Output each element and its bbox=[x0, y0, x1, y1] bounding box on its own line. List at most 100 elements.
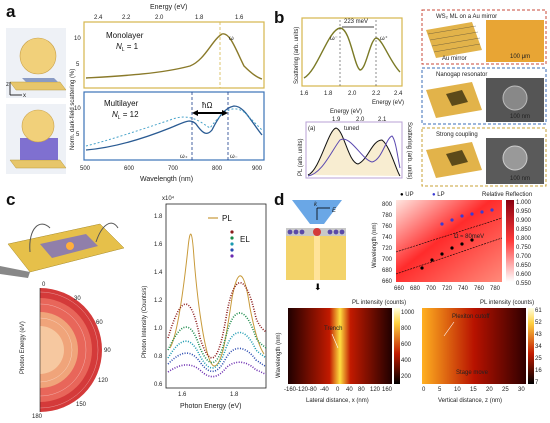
heat2-x-axis: Vertical distance, z (nm) bbox=[438, 398, 502, 404]
monolayer-omega: ω bbox=[229, 36, 234, 42]
inset-top-tick-0: 1.9 bbox=[332, 117, 341, 123]
vertical-pl-heatmap bbox=[422, 308, 526, 384]
legend-up: ● UP bbox=[400, 192, 414, 198]
el-legend-dots bbox=[230, 230, 234, 258]
multilayer-nl: NL = 12 bbox=[112, 110, 139, 121]
d-y-tick-5: 700 bbox=[382, 257, 393, 263]
el-y-tick-0: 1.8 bbox=[154, 214, 163, 220]
inset-top-title: Energy (eV) bbox=[330, 109, 362, 115]
dispersion-y-ticks: 800 780 760 740 720 700 680 660 bbox=[382, 202, 393, 285]
heat2-x-ticks: 0 5 10 15 20 25 30 bbox=[422, 387, 525, 393]
polar-plot: 0 30 60 90 120 150 180 Photon Energy (eV… bbox=[20, 282, 111, 420]
top-tick-1: 2.2 bbox=[122, 15, 131, 21]
img1-micrograph bbox=[486, 20, 544, 62]
el-y-tick-5: 0.8 bbox=[154, 354, 163, 360]
monolayer-scatter-curve bbox=[85, 33, 263, 80]
omega-minus-label: ω₋ bbox=[230, 154, 238, 160]
cbar-ticks: 1.000 0.950 0.900 0.850 0.800 0.750 0.70… bbox=[516, 200, 532, 287]
panel-d: d k E ⬇ bbox=[272, 188, 550, 418]
y-tick-bot-1: 5 bbox=[76, 132, 80, 138]
panel-a-y-axis: Norm. dark-field scattering (%) bbox=[70, 69, 76, 150]
panel-a-figure: z x Energy (eV) 2.4 2.2 2.0 1.8 1.6 Mono… bbox=[6, 4, 265, 183]
cbar-tick-9: 0.550 bbox=[516, 281, 532, 287]
legend-lp: ● LP bbox=[432, 192, 445, 198]
d-x-tick-3: 720 bbox=[442, 286, 453, 292]
x-tick-3: 800 bbox=[212, 166, 223, 172]
polar-tick-120: 120 bbox=[98, 378, 109, 384]
el-curve-1 bbox=[167, 282, 267, 359]
rabi-value: Ω ≈ 80meV bbox=[454, 234, 484, 240]
h2-cb-3: 34 bbox=[535, 344, 542, 350]
h2-cb-1: 52 bbox=[535, 320, 542, 326]
h2-x-1: 5 bbox=[438, 387, 442, 393]
h1-x-2: -80 bbox=[308, 387, 317, 393]
b-x-tick-3: 2.2 bbox=[372, 91, 381, 97]
polar-tick-180: 180 bbox=[32, 414, 43, 418]
h2-x-6: 30 bbox=[518, 387, 525, 393]
top-tick-2: 2.0 bbox=[155, 15, 164, 21]
panel-b-label: b bbox=[274, 8, 285, 27]
x-tick-1: 600 bbox=[124, 166, 135, 172]
el-y-tick-4: 1.0 bbox=[154, 326, 163, 332]
d-x-tick-2: 700 bbox=[426, 286, 437, 292]
top-tick-4: 1.6 bbox=[235, 15, 244, 21]
h1-x-0: -160 bbox=[284, 387, 297, 393]
inset-label: (a) bbox=[308, 126, 315, 132]
panel-c: c 0 30 60 90 120 bbox=[0, 188, 272, 420]
d-y-tick-0: 800 bbox=[382, 202, 393, 208]
top-tick-3: 1.8 bbox=[195, 15, 204, 21]
img3-title: Strong coupling bbox=[436, 132, 478, 138]
h1-x-6: 80 bbox=[358, 387, 365, 393]
d-y-tick-6: 680 bbox=[382, 268, 393, 274]
h1-x-8: 160 bbox=[382, 387, 393, 393]
dispersion-y-axis: Wavelength (nm) bbox=[372, 223, 378, 268]
d-y-tick-7: 660 bbox=[382, 279, 393, 285]
scattering-curve bbox=[303, 27, 401, 79]
panel-a-x-axis: Wavelength (nm) bbox=[140, 176, 193, 183]
cbar-tick-6: 0.700 bbox=[516, 254, 532, 260]
img2-title: Nanogap resonator bbox=[436, 72, 487, 78]
cbar-tick-8: 0.600 bbox=[516, 272, 532, 278]
d-x-tick-6: 780 bbox=[490, 286, 501, 292]
d-x-tick-0: 660 bbox=[394, 286, 405, 292]
trench-label: Trench bbox=[324, 326, 342, 332]
h2-cb-2: 43 bbox=[535, 332, 542, 338]
polar-tick-30: 30 bbox=[74, 296, 81, 302]
down-arrow-icon: ⬇ bbox=[314, 282, 322, 292]
multilayer-plot-frame bbox=[83, 91, 265, 161]
img1-title: WS₂ ML on a Au mirror bbox=[436, 14, 497, 20]
h2-x-3: 15 bbox=[470, 387, 477, 393]
el-x-tick-1: 1.8 bbox=[230, 392, 239, 398]
polar-tick-0: 0 bbox=[42, 282, 46, 288]
h1-cb-4: 200 bbox=[401, 374, 412, 380]
sample-images: WS₂ ML on a Au mirror Au mirror 100 μm N… bbox=[421, 9, 547, 187]
h1-x-1: -120 bbox=[296, 387, 309, 393]
h2-cb-5: 16 bbox=[535, 368, 542, 374]
inset-scatter-curve bbox=[307, 135, 401, 177]
heat1-cb-ticks: 1000 800 600 400 200 bbox=[401, 310, 415, 380]
d-x-tick-1: 680 bbox=[410, 286, 421, 292]
energy-axis-title: Energy (eV) bbox=[150, 4, 187, 11]
h1-x-3: -40 bbox=[320, 387, 329, 393]
img1-tag: Au mirror bbox=[442, 56, 467, 62]
h2-cb-0: 61 bbox=[535, 308, 542, 314]
img2-scale: 100 nm bbox=[510, 114, 530, 120]
pl-legend: PL bbox=[222, 214, 232, 223]
panel-d-label: d bbox=[274, 190, 285, 209]
y-tick-bot-0: 10 bbox=[74, 106, 81, 112]
inset-top-tick-1: 2.0 bbox=[356, 117, 365, 123]
multilayer-fit-curve bbox=[85, 108, 263, 147]
up-points bbox=[420, 238, 474, 270]
multiplier-label: x10⁴ bbox=[162, 195, 175, 202]
h2-cb-6: 7 bbox=[535, 380, 539, 386]
lateral-pl-heatmap bbox=[288, 308, 392, 384]
panel-a-label: a bbox=[6, 2, 16, 21]
b-x-tick-2: 2.0 bbox=[348, 91, 357, 97]
h2-x-5: 25 bbox=[502, 387, 509, 393]
top-tick-0: 2.4 bbox=[94, 15, 103, 21]
cbar-tick-1: 0.950 bbox=[516, 209, 532, 215]
heat1-title: PL intensity (counts) bbox=[352, 300, 406, 306]
pl-curve bbox=[307, 127, 401, 177]
stage-move-label: Stage move bbox=[456, 370, 489, 376]
lp-points bbox=[440, 208, 494, 226]
